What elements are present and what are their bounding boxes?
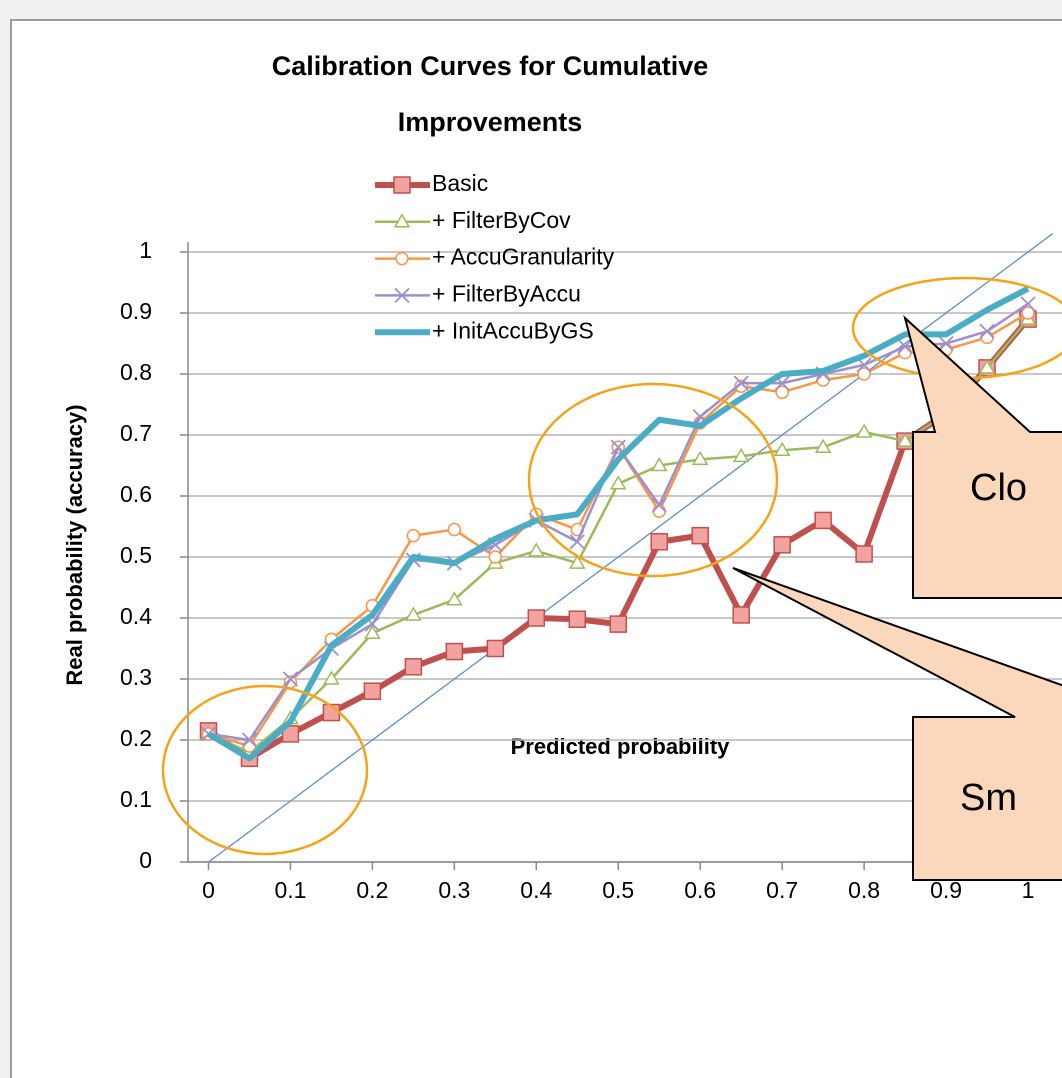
marker xyxy=(732,606,750,624)
callout-box xyxy=(732,567,1062,881)
callout-box xyxy=(903,314,1062,599)
y-tick-label: 0.1 xyxy=(120,786,152,812)
y-tick-label: 0.7 xyxy=(120,420,152,446)
series: + FilterByAccu xyxy=(200,280,1036,748)
marker xyxy=(773,536,791,554)
x-tick-label: 1 xyxy=(1022,877,1035,903)
marker xyxy=(568,610,587,628)
y-tick-label: 0.9 xyxy=(120,298,152,324)
marker xyxy=(855,545,873,563)
marker xyxy=(1020,296,1036,312)
x-tick-label: 0.4 xyxy=(520,877,552,903)
x-tick-label: 0 xyxy=(202,877,215,903)
marker xyxy=(609,615,628,633)
x-axis-label: Predicted probability xyxy=(511,734,731,759)
marker xyxy=(445,642,464,661)
annotations: Clo Sm xyxy=(161,276,1062,881)
marker xyxy=(732,447,750,463)
y-tick-label: 0.8 xyxy=(120,359,152,385)
y-tick-label: 0.5 xyxy=(120,542,152,568)
legend-label: + FilterByAccu xyxy=(432,280,581,306)
marker xyxy=(527,609,546,627)
x-tick-label: 0.1 xyxy=(274,877,306,903)
callout-text: Sm xyxy=(960,777,1017,819)
highlight-ellipse xyxy=(161,684,369,856)
x-tick-label: 0.5 xyxy=(602,877,634,903)
marker xyxy=(527,542,545,557)
y-tick-label: 0.4 xyxy=(120,603,152,629)
x-tick-label: 0.8 xyxy=(848,877,880,903)
marker xyxy=(855,423,873,438)
marker xyxy=(446,591,463,606)
marker xyxy=(404,658,423,676)
series-line xyxy=(206,285,1030,762)
y-tick-label: 0.6 xyxy=(120,481,152,507)
x-tick-label: 0.6 xyxy=(684,877,716,903)
marker xyxy=(857,367,871,381)
marker xyxy=(323,670,340,685)
legend-label: + AccuGranularity xyxy=(432,244,615,270)
marker xyxy=(652,504,666,518)
marker xyxy=(394,287,410,304)
legend-label: + InitAccuByGS xyxy=(432,317,594,343)
series: + InitAccuByGS xyxy=(206,285,1030,762)
x-tick-label: 0.3 xyxy=(438,877,470,903)
marker xyxy=(691,450,709,466)
marker xyxy=(691,526,709,545)
marker xyxy=(486,639,505,658)
marker xyxy=(241,732,258,748)
marker xyxy=(733,375,749,391)
marker xyxy=(281,725,300,743)
marker xyxy=(242,739,257,753)
x-tick-label: 0.9 xyxy=(930,877,962,903)
chart-title: Calibration Curves for Cumulative xyxy=(272,51,709,81)
x-tick-label: 0.2 xyxy=(356,877,388,903)
marker xyxy=(650,457,668,472)
series: Basic xyxy=(199,170,1037,768)
marker xyxy=(405,606,422,621)
highlight-ellipse xyxy=(527,382,779,578)
y-tick-label: 0 xyxy=(139,847,152,873)
y-tick-label: 0.3 xyxy=(120,664,152,690)
marker xyxy=(814,511,832,530)
chart-title: Improvements xyxy=(398,107,583,137)
marker xyxy=(447,522,462,537)
marker xyxy=(938,335,954,352)
y-tick-label: 1 xyxy=(139,237,152,263)
y-axis-label: Real probability (accuracy) xyxy=(62,404,87,685)
marker xyxy=(395,251,409,266)
marker xyxy=(650,533,668,551)
marker xyxy=(609,475,627,490)
marker xyxy=(364,624,381,639)
callout-text: Clo xyxy=(970,467,1027,509)
marker xyxy=(406,528,421,543)
marker xyxy=(773,441,791,456)
marker xyxy=(1021,306,1035,320)
marker xyxy=(393,176,411,194)
marker xyxy=(775,385,789,400)
legend-label: + FilterByCov xyxy=(432,207,571,233)
marker xyxy=(363,682,382,700)
marker xyxy=(978,359,996,374)
marker xyxy=(651,497,667,513)
legend-label: Basic xyxy=(432,170,488,196)
marker xyxy=(488,550,503,564)
x-tick-label: 0.7 xyxy=(766,877,798,903)
marker xyxy=(569,534,585,550)
marker xyxy=(814,438,832,453)
marker xyxy=(393,213,411,228)
marker xyxy=(896,432,914,447)
marker xyxy=(282,671,299,687)
y-tick-label: 0.2 xyxy=(120,725,152,751)
marker xyxy=(897,338,913,355)
marker xyxy=(568,554,586,569)
marker xyxy=(979,323,995,339)
